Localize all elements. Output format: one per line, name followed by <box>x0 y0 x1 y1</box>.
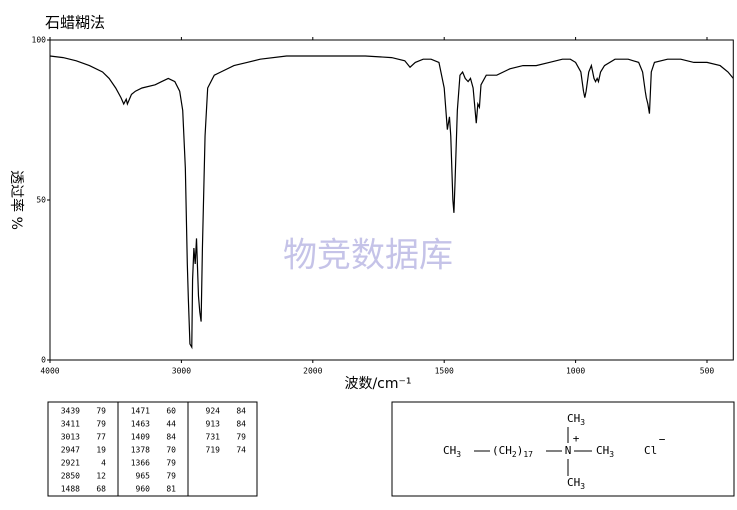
y-tick-label: 50 <box>36 196 46 205</box>
structure-top: CH3 <box>567 412 585 427</box>
structure-fragment: ) <box>517 444 524 457</box>
peak-transmittance: 70 <box>166 446 176 455</box>
structure-fragment: CH <box>567 412 580 425</box>
structure-fragment: 3 <box>456 450 461 459</box>
peak-transmittance: 79 <box>96 407 106 416</box>
peak-wavenumber: 1366 <box>131 459 150 468</box>
peak-transmittance: 4 <box>101 459 106 468</box>
structure-fragment: (CH <box>492 444 512 457</box>
x-tick-label: 3000 <box>172 367 191 376</box>
peak-wavenumber: 1463 <box>131 420 150 429</box>
structure-fragment: 3 <box>580 418 585 427</box>
peak-wavenumber: 3411 <box>61 420 80 429</box>
structure-right: CH3 <box>596 444 614 459</box>
structure-left: CH3 <box>443 444 461 459</box>
peak-transmittance: 84 <box>236 407 246 416</box>
structure-fragment: 2 <box>512 450 517 459</box>
peak-transmittance: 84 <box>166 433 176 442</box>
peak-wavenumber: 3439 <box>61 407 80 416</box>
structure-anion: Cl <box>644 444 657 457</box>
peak-wavenumber: 719 <box>206 446 221 455</box>
peak-transmittance: 79 <box>96 420 106 429</box>
peak-wavenumber: 913 <box>206 420 221 429</box>
peak-transmittance: 12 <box>96 472 106 481</box>
structure-charge: + <box>573 432 580 445</box>
structure-anion-charge: − <box>659 433 666 446</box>
x-tick-label: 2000 <box>303 367 322 376</box>
y-axis-label: 透过率 % <box>8 170 25 230</box>
peak-transmittance: 79 <box>166 472 176 481</box>
peak-wavenumber: 960 <box>136 485 151 494</box>
peak-transmittance: 79 <box>166 459 176 468</box>
peak-wavenumber: 965 <box>136 472 151 481</box>
chart-title: 石蜡糊法 <box>45 14 105 32</box>
peak-wavenumber: 2947 <box>61 446 80 455</box>
peak-transmittance: 77 <box>96 433 106 442</box>
x-tick-label: 1500 <box>435 367 454 376</box>
peak-wavenumber: 2850 <box>61 472 80 481</box>
peak-wavenumber: 2921 <box>61 459 80 468</box>
peak-table-box <box>47 401 258 497</box>
peak-transmittance: 44 <box>166 420 176 429</box>
structure-fragment: 3 <box>609 450 614 459</box>
watermark: 物竞数据库 <box>283 236 453 276</box>
structure-bottom: CH3 <box>567 476 585 491</box>
structure-chain: (CH2)17 <box>492 444 533 459</box>
structure-fragment: 3 <box>580 482 585 491</box>
structure-fragment: 17 <box>523 450 533 459</box>
peak-transmittance: 79 <box>236 433 246 442</box>
peak-wavenumber: 1488 <box>61 485 80 494</box>
peak-transmittance: 68 <box>96 485 106 494</box>
structure-box <box>391 401 735 497</box>
peak-wavenumber: 924 <box>206 407 221 416</box>
structure-fragment: CH <box>443 444 456 457</box>
y-tick-label: 100 <box>32 36 47 45</box>
peak-wavenumber: 3013 <box>61 433 80 442</box>
x-tick-label: 500 <box>700 367 715 376</box>
peak-transmittance: 84 <box>236 420 246 429</box>
peak-transmittance: 19 <box>96 446 106 455</box>
y-tick-label: 0 <box>41 356 46 365</box>
spectrum-line <box>49 55 734 350</box>
structure-fragment: CH <box>567 476 580 489</box>
structure-n: N <box>565 444 572 457</box>
x-tick-label: 1000 <box>566 367 585 376</box>
x-tick-label: 4000 <box>40 367 59 376</box>
peak-wavenumber: 1378 <box>131 446 150 455</box>
peak-wavenumber: 1409 <box>131 433 150 442</box>
peak-wavenumber: 1471 <box>131 407 150 416</box>
peak-transmittance: 60 <box>166 407 176 416</box>
structure-bonds <box>474 427 592 476</box>
peak-wavenumber: 731 <box>206 433 221 442</box>
plot-frame <box>49 39 734 361</box>
structure-fragment: CH <box>596 444 609 457</box>
peak-transmittance: 81 <box>166 485 176 494</box>
peak-transmittance: 74 <box>236 446 246 455</box>
x-axis-label: 波数/cm⁻¹ <box>344 376 411 392</box>
